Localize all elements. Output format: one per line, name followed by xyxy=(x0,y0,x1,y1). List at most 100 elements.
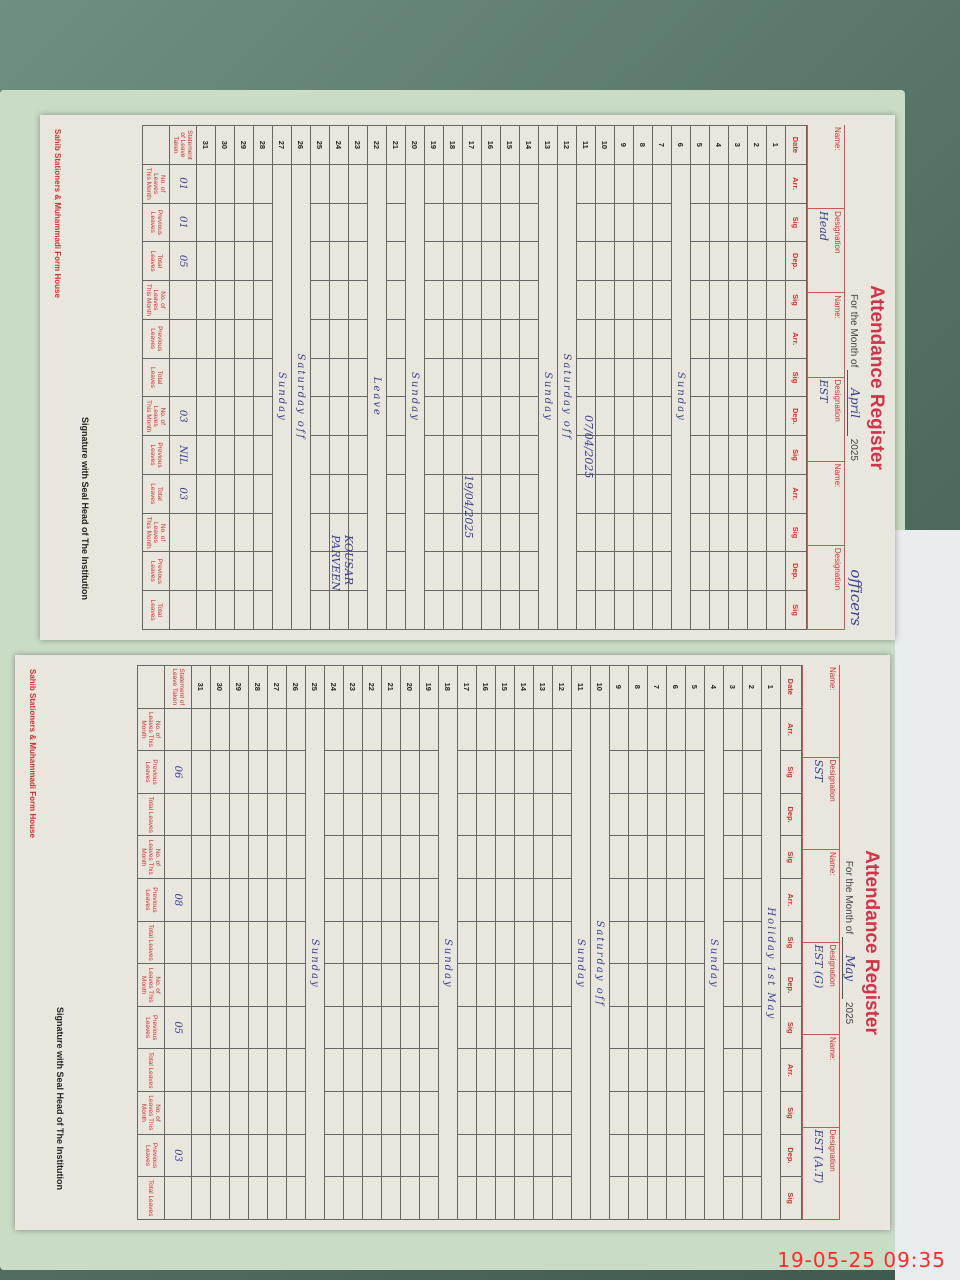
entry-cell[interactable] xyxy=(253,280,273,320)
entry-cell[interactable] xyxy=(609,793,629,836)
entry-cell[interactable] xyxy=(666,1006,686,1049)
entry-cell[interactable] xyxy=(519,241,539,281)
entry-cell[interactable] xyxy=(728,396,748,436)
entry-cell[interactable] xyxy=(747,203,767,242)
entry-cell[interactable] xyxy=(685,878,705,922)
entry-cell[interactable] xyxy=(709,241,729,281)
entry-cell[interactable] xyxy=(481,358,501,397)
entry-cell[interactable] xyxy=(348,358,368,397)
entry-cell[interactable] xyxy=(519,513,539,552)
entry-cell[interactable] xyxy=(210,1176,230,1220)
entry-cell[interactable] xyxy=(519,319,539,359)
entry-cell[interactable] xyxy=(343,835,363,879)
entry-cell[interactable] xyxy=(462,164,482,204)
entry-cell[interactable] xyxy=(381,878,401,922)
entry-cell[interactable] xyxy=(343,708,363,751)
entry-cell[interactable] xyxy=(723,1134,743,1177)
entry-cell[interactable] xyxy=(381,835,401,879)
entry-cell[interactable] xyxy=(229,793,249,836)
entry-cell[interactable] xyxy=(576,590,596,630)
entry-cell[interactable] xyxy=(267,835,287,879)
entry-cell[interactable] xyxy=(424,551,444,591)
entry-cell[interactable] xyxy=(519,435,539,475)
entry-cell[interactable] xyxy=(495,793,515,836)
entry-cell[interactable] xyxy=(424,241,444,281)
entry-cell[interactable] xyxy=(533,963,553,1007)
entry-cell[interactable] xyxy=(723,708,743,751)
entry-cell[interactable] xyxy=(723,1176,743,1220)
entry-cell[interactable] xyxy=(267,1006,287,1049)
entry-cell[interactable] xyxy=(647,793,667,836)
entry-cell[interactable] xyxy=(324,793,344,836)
entry-cell[interactable] xyxy=(348,474,368,514)
entry-cell[interactable] xyxy=(742,1176,762,1220)
entry-cell[interactable] xyxy=(609,1134,629,1177)
entry-cell[interactable] xyxy=(381,1048,401,1092)
entry-cell[interactable] xyxy=(419,921,439,964)
entry-cell[interactable] xyxy=(476,1006,496,1049)
entry-cell[interactable] xyxy=(495,835,515,879)
entry-cell[interactable] xyxy=(652,203,672,242)
entry-cell[interactable] xyxy=(229,835,249,879)
entry-cell[interactable] xyxy=(614,551,634,591)
entry-cell[interactable] xyxy=(500,513,520,552)
entry-cell[interactable] xyxy=(234,435,254,475)
entry-cell[interactable] xyxy=(400,750,420,794)
entry-cell[interactable] xyxy=(614,435,634,475)
entry-cell[interactable] xyxy=(329,241,349,281)
entry-cell[interactable] xyxy=(476,921,496,964)
entry-cell[interactable] xyxy=(690,590,710,630)
entry-cell[interactable] xyxy=(595,280,615,320)
entry-cell[interactable] xyxy=(253,435,273,475)
entry-cell[interactable] xyxy=(400,963,420,1007)
entry-cell[interactable] xyxy=(690,435,710,475)
entry-cell[interactable] xyxy=(685,963,705,1007)
entry-cell[interactable] xyxy=(476,963,496,1007)
entry-cell[interactable] xyxy=(362,878,382,922)
entry-cell[interactable] xyxy=(766,551,786,591)
entry-cell[interactable] xyxy=(191,708,211,751)
entry-cell[interactable] xyxy=(628,921,648,964)
entry-cell[interactable] xyxy=(742,835,762,879)
entry-cell[interactable] xyxy=(552,1134,572,1177)
entry-cell[interactable] xyxy=(343,1134,363,1177)
entry-cell[interactable] xyxy=(576,203,596,242)
entry-cell[interactable] xyxy=(419,1006,439,1049)
entry-cell[interactable] xyxy=(424,396,444,436)
entry-cell[interactable] xyxy=(210,708,230,751)
entry-cell[interactable] xyxy=(628,963,648,1007)
entry-cell[interactable] xyxy=(647,878,667,922)
entry-cell[interactable] xyxy=(215,474,235,514)
entry-cell[interactable] xyxy=(419,878,439,922)
entry-cell[interactable] xyxy=(709,358,729,397)
entry-cell[interactable] xyxy=(443,203,463,242)
entry-cell[interactable] xyxy=(519,203,539,242)
entry-cell[interactable] xyxy=(666,1048,686,1092)
entry-cell[interactable] xyxy=(362,1091,382,1135)
entry-cell[interactable] xyxy=(215,590,235,630)
entry-cell[interactable] xyxy=(495,1048,515,1092)
entry-cell[interactable] xyxy=(196,203,216,242)
entry-cell[interactable] xyxy=(443,319,463,359)
entry-cell[interactable] xyxy=(481,474,501,514)
entry-cell[interactable] xyxy=(343,1176,363,1220)
entry-cell[interactable] xyxy=(443,590,463,630)
entry-cell[interactable] xyxy=(462,590,482,630)
entry-cell[interactable] xyxy=(457,793,477,836)
entry-cell[interactable] xyxy=(633,551,653,591)
entry-cell[interactable] xyxy=(723,921,743,964)
entry-cell[interactable] xyxy=(381,963,401,1007)
entry-cell[interactable] xyxy=(723,793,743,836)
entry-cell[interactable] xyxy=(614,396,634,436)
entry-cell[interactable] xyxy=(462,358,482,397)
entry-cell[interactable] xyxy=(386,164,406,204)
entry-cell[interactable] xyxy=(215,241,235,281)
entry-cell[interactable] xyxy=(628,1091,648,1135)
entry-cell[interactable] xyxy=(329,396,349,436)
entry-cell[interactable] xyxy=(576,319,596,359)
entry-cell[interactable] xyxy=(229,921,249,964)
entry-cell[interactable] xyxy=(647,963,667,1007)
entry-cell[interactable] xyxy=(652,435,672,475)
entry-cell[interactable] xyxy=(476,793,496,836)
entry-cell[interactable] xyxy=(462,241,482,281)
